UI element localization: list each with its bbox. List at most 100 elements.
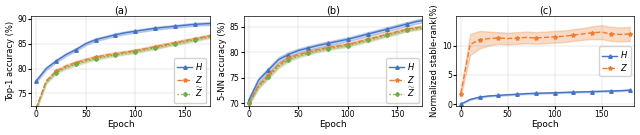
$Z$	[211, 34, 218, 36]
$\widetilde{Z}$	[354, 42, 362, 44]
$\widetilde{Z}$	[171, 43, 179, 45]
$Z$	[334, 45, 342, 47]
$H$	[151, 27, 159, 29]
$Z$	[82, 59, 90, 60]
$Z$	[560, 35, 568, 37]
$Z$	[181, 40, 189, 42]
$Z$	[131, 50, 139, 51]
$H$	[607, 90, 615, 92]
Line: $Z$: $Z$	[459, 30, 632, 96]
$\widetilde{Z}$	[33, 108, 40, 109]
$\widetilde{Z}$	[413, 28, 421, 29]
$Z$	[413, 27, 421, 28]
$\widetilde{Z}$	[201, 37, 209, 38]
$\widetilde{Z}$	[102, 56, 109, 58]
$Z$	[52, 70, 60, 72]
$H$	[344, 39, 351, 40]
$Z$	[161, 44, 169, 45]
$Z$	[314, 49, 322, 50]
$Z$	[570, 34, 577, 36]
$Z$	[275, 64, 282, 66]
$H$	[485, 95, 493, 97]
$\widetilde{Z}$	[244, 102, 252, 104]
$H$	[181, 24, 189, 26]
$Z$	[457, 93, 465, 94]
$Z$	[244, 102, 252, 104]
$Z$	[394, 31, 401, 33]
$H$	[354, 36, 362, 38]
$Z$	[354, 41, 362, 43]
$\widetilde{Z}$	[151, 47, 159, 48]
$Z$	[201, 36, 209, 38]
$\widetilde{Z}$	[284, 59, 292, 61]
Legend: $H$, $Z$, $\widetilde{Z}$: $H$, $Z$, $\widetilde{Z}$	[386, 58, 419, 103]
$H$	[476, 96, 483, 98]
$\widetilde{Z}$	[383, 34, 391, 36]
Legend: $H$, $Z$, $\widetilde{Z}$: $H$, $Z$, $\widetilde{Z}$	[173, 58, 206, 103]
$\widetilde{Z}$	[131, 51, 139, 53]
$H$	[264, 69, 272, 71]
$Z$	[122, 51, 129, 53]
$H$	[495, 94, 502, 96]
$H$	[284, 54, 292, 55]
$Z$	[616, 34, 624, 35]
$H$	[111, 34, 119, 36]
$H$	[161, 26, 169, 28]
$\widetilde{Z}$	[52, 72, 60, 73]
Title: (c): (c)	[539, 6, 552, 16]
$H$	[122, 32, 129, 34]
$H$	[467, 99, 474, 100]
$Z$	[607, 33, 615, 35]
$Z$	[284, 58, 292, 59]
Y-axis label: Top-1 accuracy (%): Top-1 accuracy (%)	[6, 21, 15, 101]
$Z$	[151, 46, 159, 48]
$H$	[560, 92, 568, 93]
$H$	[42, 68, 50, 69]
$\widetilde{Z}$	[423, 26, 431, 28]
$H$	[626, 89, 634, 91]
$Z$	[294, 54, 302, 55]
$Z$	[541, 37, 549, 38]
Title: (a): (a)	[114, 6, 127, 16]
$\widetilde{Z}$	[334, 46, 342, 48]
$\widetilde{Z}$	[364, 40, 371, 41]
$H$	[457, 103, 465, 105]
$H$	[62, 54, 70, 55]
$H$	[255, 80, 262, 81]
Title: (b): (b)	[326, 6, 340, 16]
$Z$	[551, 36, 559, 38]
$Z$	[476, 39, 483, 40]
$\widetilde{Z}$	[394, 32, 401, 33]
$H$	[131, 31, 139, 32]
$H$	[383, 28, 391, 30]
$H$	[588, 91, 596, 92]
$\widetilde{Z}$	[275, 66, 282, 67]
$H$	[275, 59, 282, 61]
$H$	[374, 31, 381, 33]
$\widetilde{Z}$	[264, 76, 272, 77]
$Z$	[467, 44, 474, 45]
$Z$	[374, 36, 381, 38]
$Z$	[62, 65, 70, 67]
$Z$	[598, 31, 605, 33]
$Z$	[304, 51, 312, 53]
$H$	[551, 92, 559, 94]
$Z$	[102, 54, 109, 56]
$H$	[52, 60, 60, 62]
$Z$	[523, 37, 531, 38]
$H$	[523, 93, 531, 94]
$Z$	[141, 48, 149, 50]
$Z$	[403, 28, 411, 30]
$Z$	[626, 33, 634, 35]
$H$	[72, 49, 80, 50]
$\widetilde{Z}$	[82, 60, 90, 62]
Line: $H$: $H$	[459, 88, 632, 106]
Line: $Z$: $Z$	[34, 33, 217, 110]
$\widetilde{Z}$	[42, 82, 50, 83]
$\widetilde{Z}$	[211, 35, 218, 37]
$Z$	[92, 56, 99, 58]
$H$	[423, 19, 431, 21]
Line: $H$: $H$	[35, 22, 216, 83]
$H$	[394, 26, 401, 27]
$Z$	[532, 37, 540, 39]
